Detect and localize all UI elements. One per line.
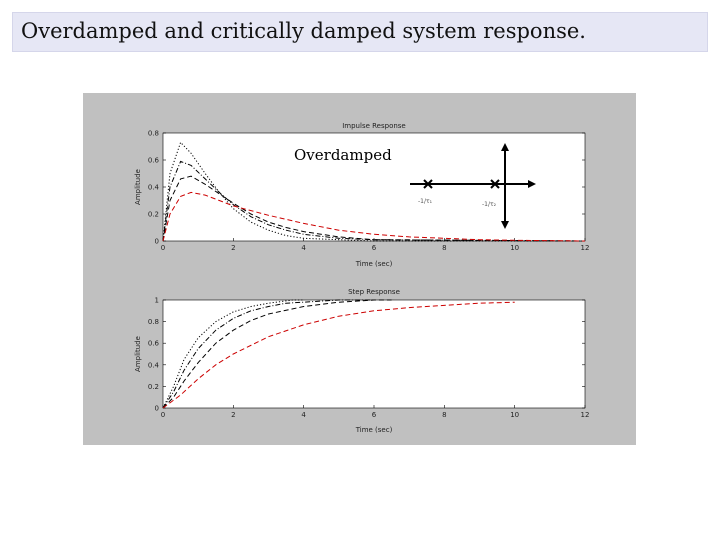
pole-label-1: -1/τ₁ xyxy=(418,198,433,205)
pole-label-2: -1/τ₂ xyxy=(482,201,497,208)
y-tick-label: 0.6 xyxy=(148,340,160,348)
x-tick-label: 2 xyxy=(231,244,235,252)
imaginary-axis-arrowhead-down xyxy=(501,221,509,229)
overdamped-label-bg xyxy=(290,142,398,166)
overdamped-label: Overdamped xyxy=(294,146,392,164)
x-tick-label: 0 xyxy=(161,244,165,252)
series-line-1 xyxy=(162,299,304,409)
y-tick-label: 1 xyxy=(155,297,159,305)
y-tick-label: 0.6 xyxy=(148,157,160,165)
series-line-2 xyxy=(162,160,586,242)
step-xlabel: Time (sec) xyxy=(355,426,393,434)
y-tick-label: 0 xyxy=(155,405,159,413)
y-tick-label: 0.8 xyxy=(148,318,159,326)
series-line-4 xyxy=(162,301,515,409)
series-line-2 xyxy=(162,299,374,409)
real-axis-arrowhead xyxy=(528,180,536,188)
x-tick-label: 8 xyxy=(442,411,446,419)
x-tick-label: 4 xyxy=(301,411,306,419)
step-plot-area xyxy=(162,299,586,409)
x-tick-label: 8 xyxy=(442,244,446,252)
pole-marker-1-icon xyxy=(423,179,433,189)
step-ylabel: Amplitude xyxy=(134,336,142,372)
y-tick-label: 0.2 xyxy=(148,383,159,391)
y-tick-label: 0.4 xyxy=(148,361,160,369)
slide-title: Overdamped and critically damped system … xyxy=(21,19,586,43)
y-tick-label: 0.8 xyxy=(148,130,159,138)
pole-marker-2-icon xyxy=(490,179,500,189)
slide-title-bar: Overdamped and critically damped system … xyxy=(12,12,708,52)
step-response-plot: Step Response Time (sec) Amplitude 0 2 4 6 8… xyxy=(134,288,589,434)
pole-diagram: Overdamped -1/τ₁ -1/τ₂ xyxy=(290,142,536,229)
x-tick-label: 6 xyxy=(372,244,377,252)
impulse-chart-title: Impulse Response xyxy=(342,122,406,130)
x-tick-label: 6 xyxy=(372,411,377,419)
x-tick-label: 12 xyxy=(581,411,590,419)
y-tick-label: 0 xyxy=(155,238,159,246)
impulse-xlabel: Time (sec) xyxy=(355,260,393,268)
x-tick-label: 0 xyxy=(161,411,165,419)
x-tick-label: 2 xyxy=(231,411,235,419)
step-chart-title: Step Response xyxy=(348,288,400,296)
x-tick-label: 10 xyxy=(510,244,519,252)
x-tick-label: 12 xyxy=(581,244,590,252)
x-tick-label: 4 xyxy=(301,244,306,252)
y-tick-label: 0.4 xyxy=(148,184,160,192)
x-tick-label: 10 xyxy=(510,411,519,419)
impulse-ylabel: Amplitude xyxy=(134,169,142,205)
imaginary-axis-arrowhead-up xyxy=(501,143,509,151)
series-line-1 xyxy=(162,141,585,242)
series-line-3 xyxy=(162,299,392,409)
y-tick-label: 0.2 xyxy=(148,211,159,219)
